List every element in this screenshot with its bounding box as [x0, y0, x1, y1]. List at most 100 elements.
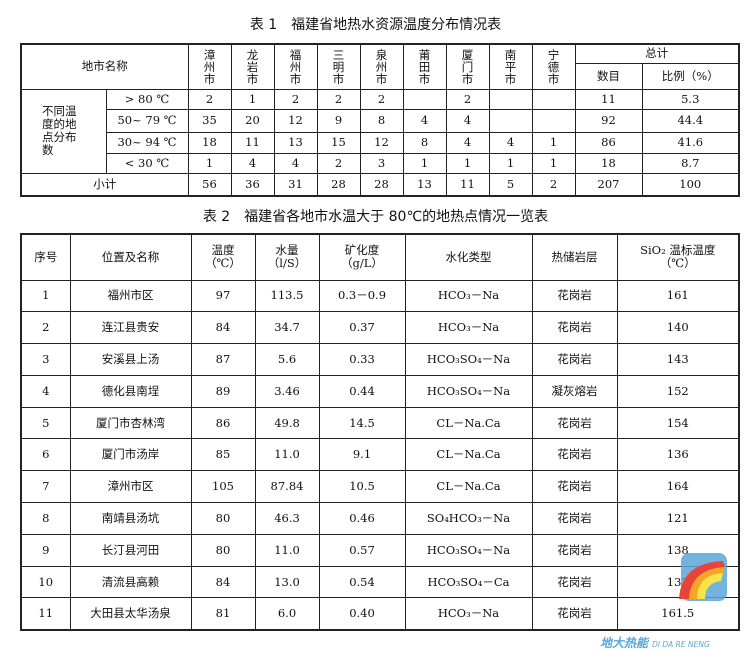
table-row: 3 安溪县上汤 87 5.6 0.33 HCO₃SO₄－Na 花岗岩 143	[20, 343, 740, 376]
count-cell: 11	[230, 131, 275, 154]
header-row: 数目 比例（%）	[21, 62, 740, 90]
reservoir-rock-cell: 花岗岩	[531, 597, 618, 631]
location-cell: 福州市区	[69, 279, 192, 313]
flow-cell: 11.0	[254, 533, 320, 567]
city-header-text: 漳州市	[203, 47, 216, 86]
reservoir-rock-cell: 花岗岩	[531, 470, 618, 504]
water-type-cell: CL－Na.Ca	[404, 406, 533, 440]
city-header: 福州市	[273, 43, 318, 90]
watermark-text: 地大热能	[600, 636, 649, 650]
count-cell	[402, 88, 447, 110]
mineralization-cell: 0.3－0.9	[318, 279, 406, 313]
city-header-text: 厦门市	[461, 47, 474, 86]
group-label: 不同温度的地点分布数	[20, 88, 107, 174]
count-cell: 4	[273, 152, 318, 174]
index-cell: 7	[20, 470, 71, 504]
table-row: 6 厦门市汤岸 85 11.0 9.1 CL－Na.Ca 花岗岩 136	[20, 438, 740, 472]
subtotal-cell: 5	[488, 172, 533, 197]
flow-cell: 87.84	[254, 470, 320, 504]
sio2-temperature-cell: 140	[616, 311, 740, 345]
temperature-cell: 97	[190, 279, 256, 313]
city-header: 三明市	[316, 43, 361, 90]
subtotal-cell: 56	[187, 172, 232, 197]
subtotal-label: 小计	[20, 172, 189, 197]
reservoir-rock-cell: 花岗岩	[531, 279, 618, 313]
table1-title: 表 1 福建省地热水资源温度分布情况表	[249, 17, 502, 33]
location-cell: 厦门市汤岸	[69, 438, 192, 472]
reservoir-rock-cell: 花岗岩	[531, 533, 618, 567]
count-cell: 1	[531, 131, 576, 154]
subtotal-cell: 28	[316, 172, 361, 197]
table-row: 5 厦门市杏林湾 86 49.8 14.5 CL－Na.Ca 花岗岩 154	[20, 406, 740, 440]
total-count: 86	[574, 131, 643, 154]
mineralization-cell: 0.54	[318, 565, 406, 599]
count-cell: 2	[273, 88, 318, 110]
location-cell: 长汀县河田	[69, 533, 192, 567]
water-type-cell: HCO₃－Na	[404, 597, 533, 631]
mineralization-cell: 0.57	[318, 533, 406, 567]
temperature-cell: 105	[190, 470, 256, 504]
subtotal-cell: 13	[402, 172, 447, 197]
total-count: 11	[574, 88, 643, 110]
subtotal-ratio: 100	[641, 172, 740, 197]
water-type-cell: CL－Na.Ca	[404, 438, 533, 472]
flow-cell: 46.3	[254, 502, 320, 535]
temperature-range: 30~ 94 ℃	[105, 131, 189, 154]
sio2-temperature-cell: 161	[616, 279, 740, 313]
subtotal-cell: 31	[273, 172, 318, 197]
location-cell: 清流县高赖	[69, 565, 192, 599]
index-cell: 1	[20, 279, 71, 313]
reservoir-rock-cell: 花岗岩	[531, 565, 618, 599]
location-header: 位置及名称	[69, 233, 192, 281]
total-header: 总计	[574, 43, 740, 64]
count-cell: 4	[402, 108, 447, 133]
mineralization-cell: 0.40	[318, 597, 406, 631]
count-cell: 20	[230, 108, 275, 133]
table-row: < 30 ℃ 1 4 4 2 3 1 1 1 1 18 8.7	[21, 152, 740, 174]
index-header: 序号	[20, 233, 71, 281]
water-type-cell: CL－Na.Ca	[404, 470, 533, 504]
reservoir-rock-cell: 花岗岩	[531, 343, 618, 376]
water-type-header: 水化类型	[404, 233, 533, 281]
mineralization-cell: 0.46	[318, 502, 406, 535]
subtotal-count: 207	[574, 172, 643, 197]
count-cell: 1	[402, 152, 447, 174]
reservoir-rock-cell: 花岗岩	[531, 438, 618, 472]
watermark-label: 地大热能 DI DA RE NENG	[600, 632, 750, 650]
water-type-cell: HCO₃SO₄－Na	[404, 343, 533, 376]
flow-cell: 34.7	[254, 311, 320, 345]
flow-cell: 11.0	[254, 438, 320, 472]
table-row: 7 漳州市区 105 87.84 10.5 CL－Na.Ca 花岗岩 164	[20, 470, 740, 504]
mineralization-cell: 10.5	[318, 470, 406, 504]
count-cell: 1	[488, 152, 533, 174]
city-header: 厦门市	[445, 43, 490, 90]
temperature-cell: 85	[190, 438, 256, 472]
table-row: 30~ 94 ℃ 18 11 13 15 12 8 4 4 1 86 41.6	[21, 131, 740, 154]
table-row: 11 大田县太华汤泉 81 6.0 0.40 HCO₃－Na 花岗岩 161.5	[20, 597, 740, 631]
city-header-text: 福州市	[289, 47, 302, 86]
table-row: 不同温度的地点分布数 > 80 ℃ 2 1 2 2 2 2 11 5.3	[20, 88, 740, 174]
index-cell: 3	[20, 343, 71, 376]
corner-header: 地市名称	[20, 43, 189, 90]
location-cell: 德化县南埕	[69, 374, 192, 408]
city-header: 漳州市	[187, 43, 232, 90]
count-cell: 4	[445, 131, 490, 154]
location-cell: 厦门市杏林湾	[69, 406, 192, 440]
total-ratio: 5.3	[641, 88, 740, 110]
subtotal-cell: 36	[230, 172, 275, 197]
count-cell: 4	[445, 108, 490, 133]
count-cell: 2	[187, 88, 232, 110]
count-cell: 2	[316, 152, 361, 174]
header-row: 地市名称 漳州市 龙岩市 福州市 三明市 泉州市 莆田市 厦门市 南平市 宁德市 总计	[20, 43, 740, 90]
city-header: 莆田市	[402, 43, 447, 90]
temperature-cell: 86	[190, 406, 256, 440]
index-cell: 8	[20, 502, 71, 535]
temperature-cell: 87	[190, 343, 256, 376]
temperature-cell: 84	[190, 311, 256, 345]
count-cell: 15	[316, 131, 361, 154]
table-row: 1 福州市区 97 113.5 0.3－0.9 HCO₃－Na 花岗岩 161	[20, 279, 740, 313]
index-cell: 6	[20, 438, 71, 472]
table-row: 50~ 79 ℃ 35 20 12 9 8 4 4 92 44.4	[21, 108, 740, 133]
temperature-cell: 84	[190, 565, 256, 599]
mineralization-cell: 9.1	[318, 438, 406, 472]
